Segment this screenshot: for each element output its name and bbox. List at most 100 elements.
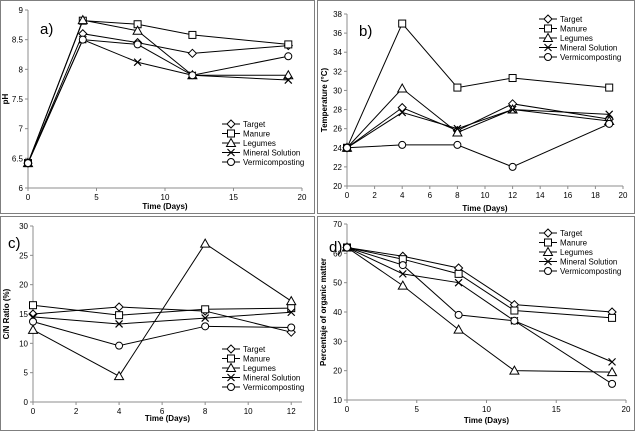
x-tick-label: 18 (591, 191, 600, 200)
data-point-legumes (199, 238, 211, 248)
x-tick-label: 0 (345, 191, 350, 200)
legend-marker-target (226, 344, 236, 354)
data-point-vermicomposting (398, 140, 407, 149)
x-tick-label: 4 (117, 407, 122, 416)
legend-marker-target (543, 228, 553, 238)
legend-marker-legumes (542, 32, 554, 42)
legend-marker-manure (227, 354, 235, 363)
x-tick-label: 8 (455, 191, 460, 200)
data-point-vermicomposting (78, 35, 87, 44)
data-point-legumes (453, 324, 464, 334)
data-point-manure (508, 74, 517, 83)
y-tick-label: 36 (333, 29, 342, 38)
y-tick-label: 26 (333, 125, 342, 134)
legend-label-manure: Manure (560, 25, 588, 34)
x-axis-title: Time (Days) (462, 204, 508, 213)
data-point-mineral-solution (398, 269, 407, 278)
series-vermicomposting (29, 317, 296, 350)
y-axis-title: pH (1, 93, 10, 104)
x-tick-label: 12 (508, 191, 517, 200)
x-axis-title: Time (Days) (142, 202, 188, 211)
data-point-vermicomposting (608, 379, 617, 388)
x-tick-label: 2 (372, 191, 377, 200)
legend-label-legumes: Legumes (243, 139, 276, 148)
data-point-legumes (396, 83, 408, 93)
panel-label: b) (359, 23, 372, 40)
y-tick-label: 20 (19, 281, 28, 290)
legend-label-mineral-solution: Mineral Solution (243, 149, 300, 158)
series-line-legumes (32, 242, 292, 377)
y-tick-label: 20 (333, 182, 342, 191)
y-axis-title: C/N Ratio (%) (2, 288, 11, 339)
legend-label-target: Target (560, 229, 583, 238)
data-point-target (187, 48, 198, 59)
y-tick-label: 30 (333, 337, 342, 346)
data-point-legumes (397, 280, 409, 290)
data-point-vermicomposting (453, 140, 462, 149)
legend-marker-vermicomposting (227, 158, 235, 166)
x-tick-label: 16 (563, 191, 572, 200)
data-point-vermicomposting (605, 119, 614, 128)
legend-marker-manure (544, 238, 552, 247)
data-point-vermicomposting (287, 323, 296, 332)
x-tick-label: 14 (536, 191, 545, 200)
legend-label-target: Target (243, 345, 266, 354)
legend-label-legumes: Legumes (560, 248, 593, 257)
legend-marker-mineral-solution (544, 43, 552, 52)
panel-label: c) (8, 235, 21, 252)
y-tick-label: 0 (24, 398, 29, 407)
data-point-vermicomposting (24, 159, 32, 168)
x-tick-label: 20 (622, 405, 631, 414)
legend-label-vermicomposting: Vermicomposting (243, 158, 304, 167)
data-point-vermicomposting (29, 317, 37, 326)
y-tick-label: 38 (333, 10, 342, 19)
legend-marker-mineral-solution (227, 373, 235, 382)
data-point-manure (115, 311, 124, 320)
y-tick-label: 10 (333, 396, 342, 405)
x-tick-label: 10 (482, 405, 491, 414)
series-line-manure (32, 304, 292, 316)
legend-label-target: Target (243, 120, 266, 129)
data-point-vermicomposting (454, 310, 463, 319)
data-point-mineral-solution (133, 58, 142, 67)
series-vermicomposting (343, 119, 614, 171)
data-point-manure (201, 305, 210, 314)
legend-label-mineral-solution: Mineral Solution (560, 44, 617, 53)
y-tick-label: 30 (19, 222, 28, 231)
legend-marker-legumes (542, 246, 554, 256)
y-tick-label: 34 (333, 48, 342, 57)
data-point-mineral-solution (201, 314, 210, 323)
data-point-mineral-solution (115, 320, 124, 328)
y-tick-label: 28 (333, 106, 342, 115)
legend-label-legumes: Legumes (560, 34, 593, 43)
data-point-mineral-solution (454, 278, 463, 287)
y-tick-label: 8.5 (12, 36, 24, 45)
data-point-target (114, 302, 124, 312)
legend-label-vermicomposting: Vermicomposting (560, 53, 621, 62)
data-point-vermicomposting (133, 40, 142, 49)
panel-label: a) (40, 21, 53, 38)
y-tick-label: 8 (19, 65, 24, 74)
legend-label-manure: Manure (243, 130, 271, 139)
panel-label: d) (329, 239, 342, 256)
data-point-manure (608, 313, 617, 322)
data-point-mineral-solution (453, 124, 462, 133)
y-tick-label: 7 (19, 125, 24, 134)
y-tick-label: 7.5 (12, 95, 24, 104)
y-tick-label: 9 (19, 6, 24, 15)
data-point-vermicomposting (188, 71, 197, 80)
data-point-legumes (285, 295, 297, 306)
data-point-mineral-solution (605, 110, 614, 119)
legend-marker-mineral-solution (227, 148, 235, 157)
data-point-vermicomposting (510, 316, 519, 325)
y-tick-label: 10 (19, 339, 28, 348)
panel-border (317, 0, 635, 214)
y-tick-label: 15 (19, 310, 28, 319)
x-tick-label: 15 (552, 405, 561, 414)
y-tick-label: 22 (333, 163, 342, 172)
data-point-mineral-solution (287, 308, 296, 317)
data-point-manure (605, 83, 614, 92)
